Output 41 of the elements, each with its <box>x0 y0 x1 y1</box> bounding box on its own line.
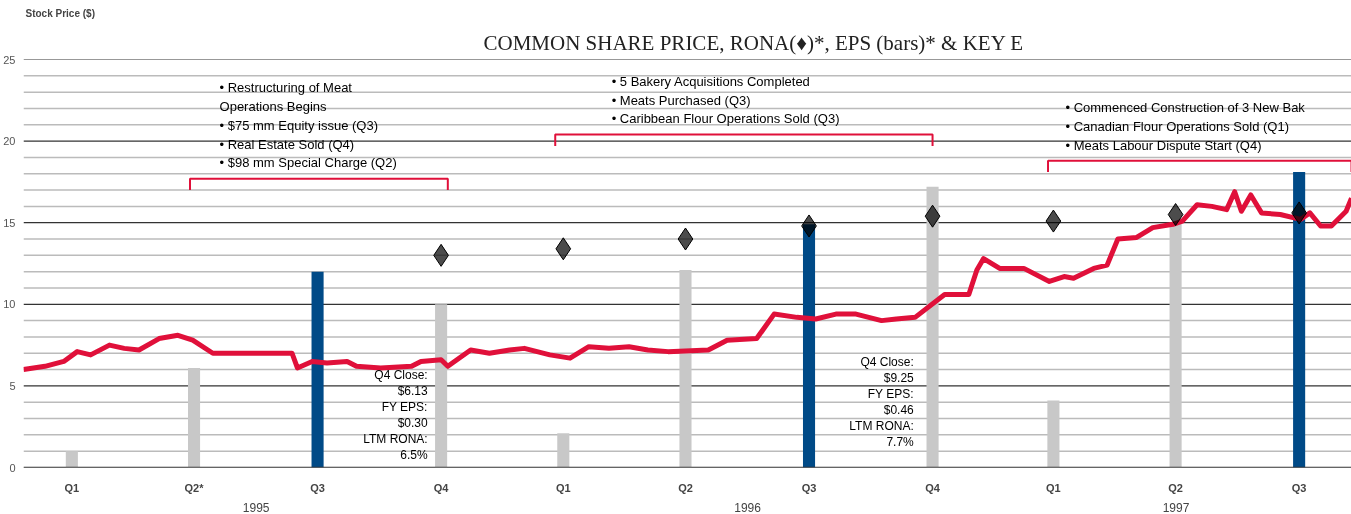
x-tick-label: Q3 <box>801 481 817 494</box>
x-tick-label: Q1 <box>64 481 80 494</box>
text: 1995 <box>242 500 270 514</box>
y-tick-label: 0 <box>9 461 16 474</box>
y-tick-label: 25 <box>3 53 16 66</box>
annotation: • 5 Bakery Acquisitions Completed • Meats Purchased (Q3) • Caribbean Flour Operations Sold (Q3) <box>611 73 840 127</box>
chart-title: COMMON SHARE PRICE, RONA(♦)*, EPS (bars)* & KEY E <box>483 30 1024 55</box>
text: 1997 <box>1162 500 1190 514</box>
x-tick-label: Q3 <box>1291 481 1307 494</box>
bar <box>1047 400 1060 468</box>
bar <box>679 270 692 468</box>
bar <box>1169 222 1182 468</box>
annotation: Q4 Close: $9.25 FY EPS: $0.46 LTM RONA: 7.7% <box>849 354 915 450</box>
bar <box>435 304 448 468</box>
point <box>555 237 572 261</box>
bar <box>187 367 201 468</box>
x-tick-label: Q4 <box>433 481 450 494</box>
text: 1996 <box>734 500 762 514</box>
point <box>1045 209 1062 233</box>
point <box>924 204 941 228</box>
y-tick-label: 15 <box>3 216 16 229</box>
x-tick-label: Q2 <box>1168 481 1183 494</box>
y-tick-label: 20 <box>3 135 16 148</box>
y-tick-label: 10 <box>3 298 16 311</box>
annotation: Q4 Close: $6.13 FY EPS: $0.30 LTM RONA: 6.5% <box>363 367 428 463</box>
x-tick-label: Q2* <box>184 481 205 494</box>
x-tick-label: Q1 <box>555 481 571 494</box>
bar <box>926 186 939 468</box>
bar <box>311 271 324 468</box>
bar <box>1293 172 1306 468</box>
bar <box>65 451 78 468</box>
x-tick-label: Q3 <box>310 481 325 494</box>
x-tick-label: Q1 <box>1046 481 1061 494</box>
bar <box>557 433 570 468</box>
x-tick-label: Q4 <box>925 481 941 494</box>
y-tick-label: 5 <box>9 379 16 392</box>
point <box>1167 203 1184 227</box>
point <box>677 227 694 251</box>
x-tick-label: Q2 <box>678 481 693 494</box>
annotation: • Commenced Construction of 3 New Bak • Canadian Flour Operations Sold (Q1) • Meats Labour Dispute Start (Q4) <box>1065 100 1306 153</box>
y-axis-title: Stock Price ($) <box>25 7 95 19</box>
